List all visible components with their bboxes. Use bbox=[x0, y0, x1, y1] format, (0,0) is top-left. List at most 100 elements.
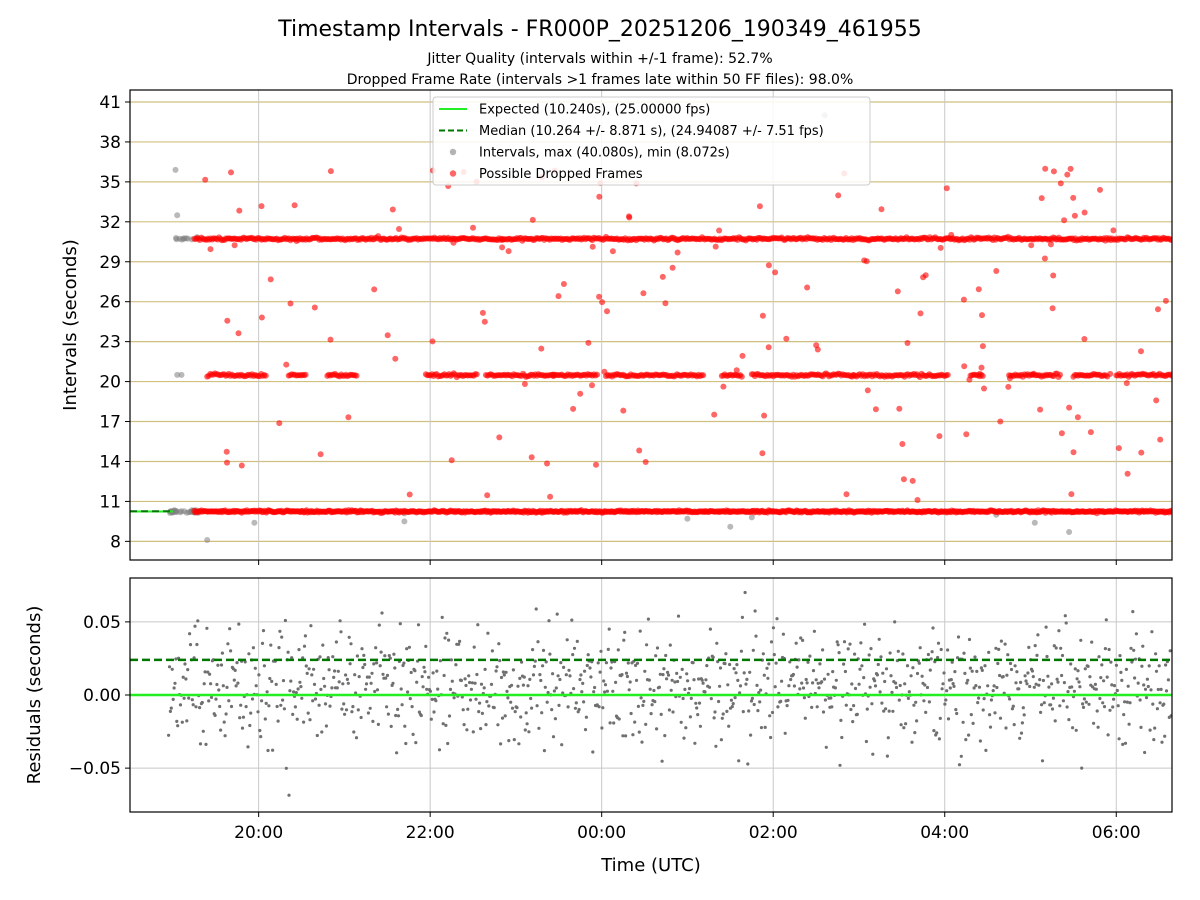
residual-point bbox=[425, 687, 429, 691]
residual-point bbox=[350, 710, 354, 714]
residual-point bbox=[196, 619, 200, 623]
residual-point bbox=[474, 697, 478, 701]
residual-point bbox=[312, 682, 317, 687]
interval-point bbox=[589, 243, 596, 250]
residual-point bbox=[304, 664, 308, 668]
residual-point bbox=[1112, 697, 1116, 701]
residual-point bbox=[751, 648, 755, 652]
interval-point bbox=[496, 434, 503, 441]
residual-point bbox=[531, 673, 536, 677]
residual-point bbox=[546, 690, 550, 695]
interval-point bbox=[914, 497, 921, 503]
residual-point bbox=[180, 720, 184, 724]
residual-reference-lines bbox=[130, 658, 1172, 697]
residual-point bbox=[348, 662, 352, 666]
residual-point bbox=[812, 629, 817, 633]
interval-point bbox=[759, 312, 766, 319]
interval-point bbox=[505, 248, 512, 255]
residual-point bbox=[463, 677, 467, 681]
residual-point bbox=[949, 678, 953, 682]
residual-point bbox=[598, 670, 602, 674]
residual-point bbox=[641, 703, 645, 708]
x-tick-label: 02:00 bbox=[749, 823, 798, 843]
residual-point bbox=[835, 640, 839, 644]
residual-point bbox=[943, 702, 947, 706]
residual-point bbox=[688, 715, 693, 719]
residual-point bbox=[200, 700, 204, 705]
residual-point bbox=[1104, 618, 1108, 622]
residual-point bbox=[1053, 719, 1057, 723]
residual-point bbox=[338, 619, 342, 623]
interval-point bbox=[662, 300, 669, 307]
interval-point bbox=[345, 414, 352, 421]
residual-point bbox=[868, 685, 872, 689]
residual-point bbox=[649, 712, 653, 716]
residual-point bbox=[233, 668, 237, 673]
residual-point bbox=[355, 654, 359, 658]
residual-point bbox=[655, 646, 660, 650]
top-y-tick-label: 35 bbox=[99, 173, 121, 193]
residual-point bbox=[568, 674, 572, 678]
interval-point bbox=[1168, 237, 1172, 243]
residual-point bbox=[775, 617, 779, 621]
residual-point bbox=[840, 735, 844, 740]
residual-point bbox=[335, 686, 339, 690]
residual-point bbox=[371, 719, 375, 724]
residual-point bbox=[830, 705, 834, 709]
residual-point bbox=[842, 662, 846, 666]
residual-point bbox=[522, 675, 526, 679]
residual-point bbox=[466, 707, 470, 711]
residual-point bbox=[558, 677, 562, 682]
residual-point bbox=[306, 711, 310, 715]
residual-point bbox=[579, 673, 583, 677]
residual-point bbox=[575, 639, 579, 644]
residual-point bbox=[1083, 667, 1087, 671]
residual-point bbox=[996, 661, 1000, 666]
residual-point bbox=[597, 705, 601, 709]
residual-point bbox=[170, 667, 174, 671]
residual-point bbox=[535, 704, 539, 708]
interval-point bbox=[850, 372, 856, 379]
residual-point bbox=[653, 700, 657, 704]
residual-point bbox=[834, 678, 838, 682]
residual-point bbox=[1143, 687, 1148, 691]
residual-point bbox=[956, 635, 961, 639]
residual-point bbox=[766, 676, 770, 680]
residual-point bbox=[846, 647, 850, 651]
residual-point bbox=[458, 639, 462, 644]
residual-point bbox=[201, 729, 205, 733]
residual-point bbox=[1122, 713, 1126, 717]
residual-point bbox=[419, 713, 423, 718]
residual-point bbox=[1023, 674, 1027, 678]
residual-point bbox=[669, 688, 673, 692]
residual-point bbox=[965, 681, 969, 685]
residual-point bbox=[884, 707, 888, 711]
interval-point bbox=[626, 213, 632, 220]
residual-point bbox=[802, 696, 807, 700]
residual-point bbox=[467, 674, 471, 678]
residual-point bbox=[307, 667, 311, 671]
residual-point bbox=[912, 703, 916, 707]
residual-point bbox=[1162, 702, 1166, 706]
residual-point bbox=[1066, 690, 1070, 694]
residual-point bbox=[718, 684, 722, 688]
residual-point bbox=[1164, 663, 1168, 667]
interval-point bbox=[479, 309, 486, 316]
residual-point bbox=[312, 667, 316, 671]
interval-point bbox=[589, 382, 595, 389]
residual-point bbox=[545, 700, 549, 704]
residual-point bbox=[218, 704, 222, 709]
residual-point bbox=[1019, 731, 1024, 735]
residual-point bbox=[293, 705, 297, 709]
residual-point bbox=[945, 689, 949, 693]
interval-point bbox=[1074, 414, 1081, 421]
residual-point bbox=[1044, 625, 1048, 629]
residual-point bbox=[175, 719, 179, 724]
residual-point bbox=[282, 707, 286, 711]
x-tick-label: 22:00 bbox=[406, 823, 455, 843]
residual-point bbox=[1132, 648, 1136, 652]
residual-point bbox=[971, 721, 975, 726]
residual-point bbox=[332, 675, 336, 680]
residual-point bbox=[750, 696, 755, 701]
legend: Expected (10.240s), (25.00000 fps) Median… bbox=[432, 96, 871, 186]
